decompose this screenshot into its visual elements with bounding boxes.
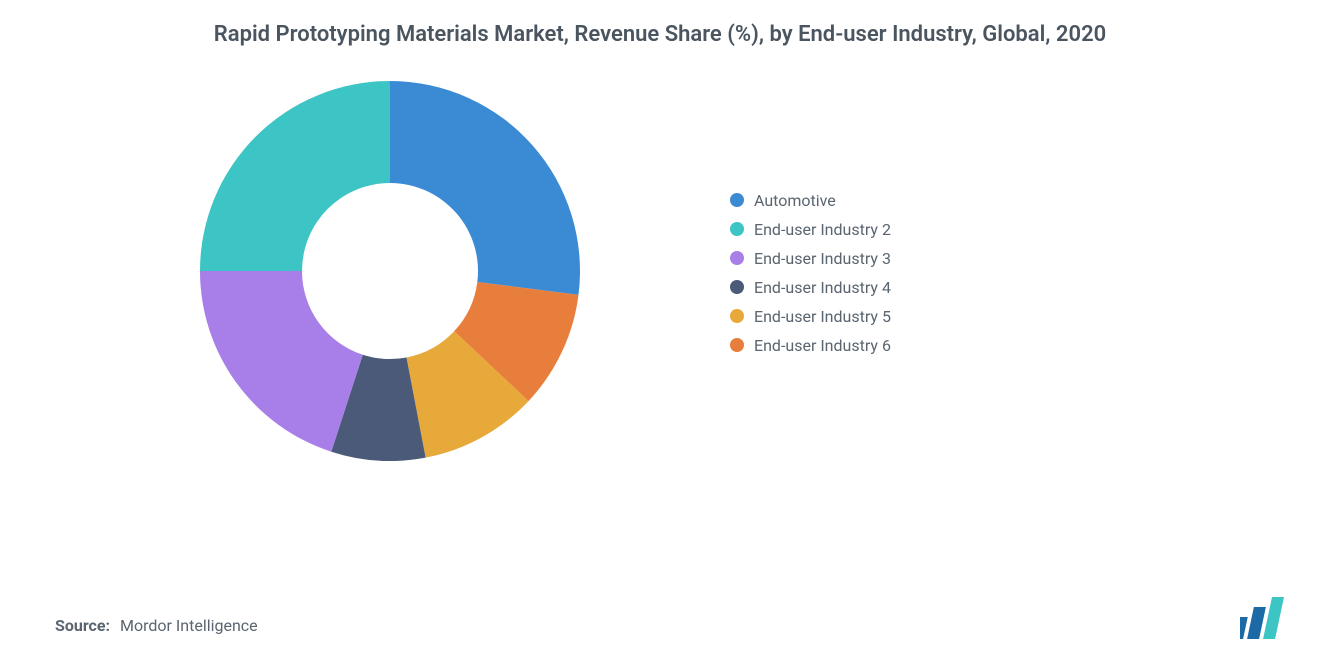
legend-item: End-user Industry 2 xyxy=(730,220,891,239)
legend-item: End-user Industry 5 xyxy=(730,307,891,326)
legend-label: End-user Industry 4 xyxy=(754,278,891,297)
donut-svg xyxy=(200,81,580,461)
logo-bar xyxy=(1263,597,1284,639)
donut-slice xyxy=(390,81,580,295)
legend-swatch xyxy=(730,251,744,265)
brand-logo xyxy=(1240,597,1284,643)
legend-label: End-user Industry 6 xyxy=(754,336,891,355)
source-label: Source: xyxy=(55,616,110,635)
legend-item: End-user Industry 6 xyxy=(730,336,891,355)
legend-item: Automotive xyxy=(730,191,891,210)
donut-slice xyxy=(200,81,390,271)
legend-swatch xyxy=(730,222,744,236)
donut-slice xyxy=(200,271,363,452)
legend-label: End-user Industry 3 xyxy=(754,249,891,268)
legend-swatch xyxy=(730,309,744,323)
legend-swatch xyxy=(730,193,744,207)
legend-item: End-user Industry 3 xyxy=(730,249,891,268)
logo-bar xyxy=(1247,607,1266,639)
source-citation: Source: Mordor Intelligence xyxy=(55,616,258,635)
logo-bar xyxy=(1240,617,1248,639)
legend-swatch xyxy=(730,338,744,352)
donut-chart xyxy=(200,81,580,465)
chart-area: Automotive End-user Industry 2 End-user In… xyxy=(0,61,1320,465)
logo-svg xyxy=(1240,597,1284,639)
legend-item: End-user Industry 4 xyxy=(730,278,891,297)
legend-swatch xyxy=(730,280,744,294)
legend-label: Automotive xyxy=(754,191,836,210)
legend-label: End-user Industry 2 xyxy=(754,220,891,239)
legend-label: End-user Industry 5 xyxy=(754,307,891,326)
source-value: Mordor Intelligence xyxy=(120,616,258,635)
legend: Automotive End-user Industry 2 End-user In… xyxy=(730,191,891,355)
chart-title: Rapid Prototyping Materials Market, Reve… xyxy=(0,0,1320,61)
